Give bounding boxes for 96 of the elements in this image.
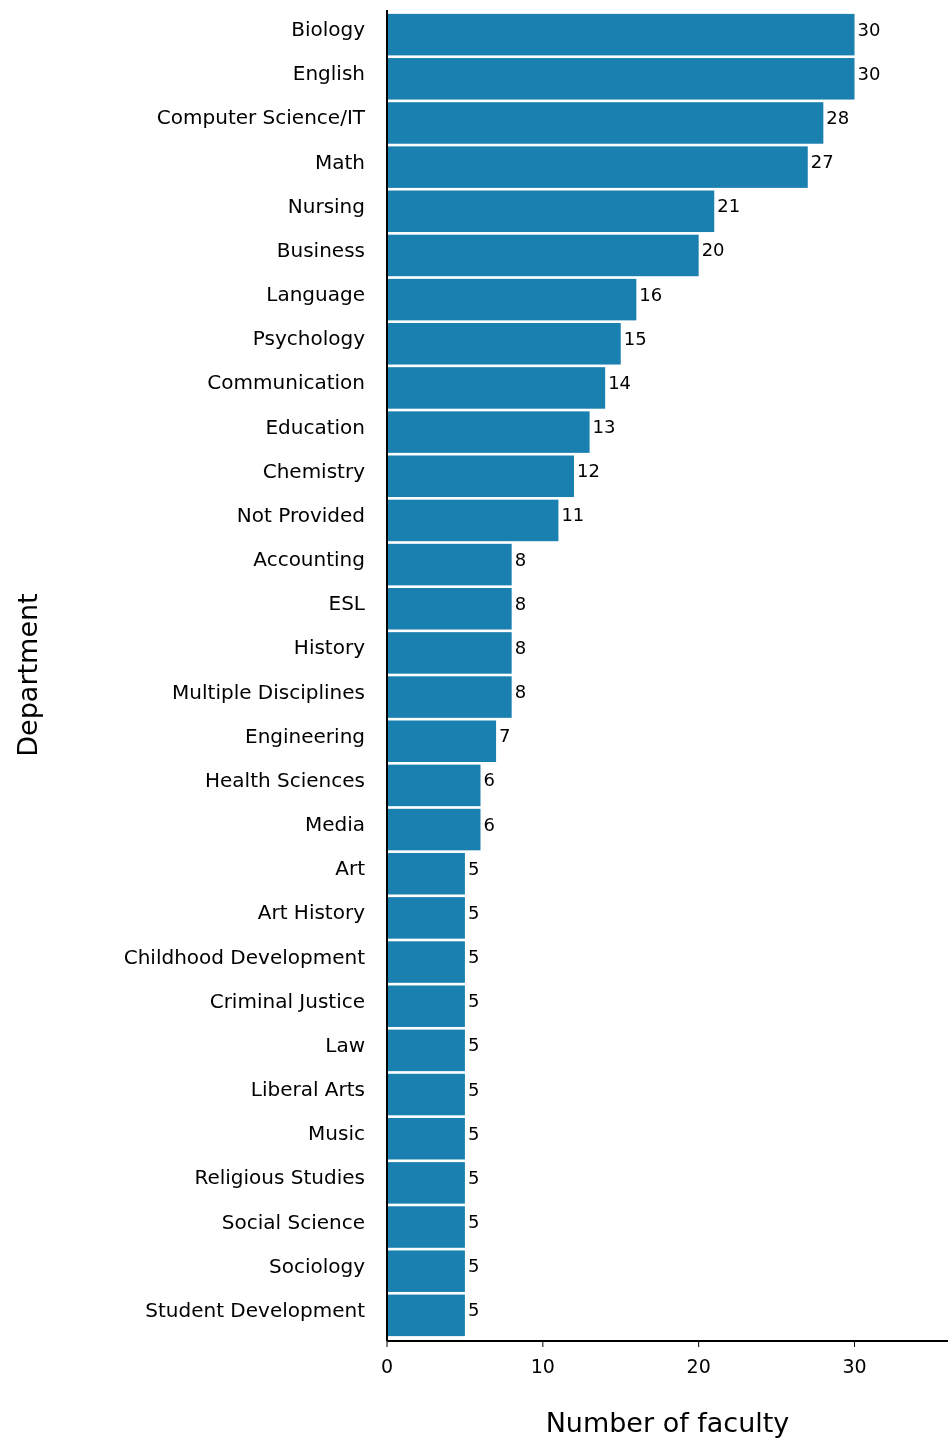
data-label: 14 — [608, 371, 632, 393]
data-label: 6 — [483, 813, 495, 835]
data-label: 5 — [467, 946, 480, 968]
bar — [387, 985, 465, 1027]
x-tick-label: 20 — [686, 1355, 711, 1377]
data-label: 5 — [467, 1034, 480, 1056]
y-tick-label: Student Development — [145, 1297, 366, 1322]
data-label: 15 — [623, 327, 647, 349]
data-label: 5 — [467, 901, 480, 923]
y-tick-label: Childhood Development — [123, 944, 366, 969]
y-tick-label: Communication — [207, 370, 365, 395]
y-tick-label: Accounting — [253, 547, 365, 572]
y-tick-label: Law — [325, 1032, 365, 1057]
data-label: 5 — [467, 990, 480, 1012]
data-label: 5 — [467, 1122, 480, 1144]
y-tick-label: Art History — [257, 900, 366, 925]
data-label: 27 — [810, 151, 834, 173]
data-label: 6 — [483, 769, 495, 791]
y-tick-label: English — [292, 61, 365, 86]
y-tick-label: Art — [335, 856, 366, 881]
bar — [387, 676, 512, 718]
bar — [387, 632, 512, 674]
data-label: 5 — [467, 1211, 480, 1233]
y-tick-label: Health Sciences — [205, 767, 365, 792]
y-axis-title: Department — [12, 593, 43, 757]
y-tick-label: Criminal Justice — [209, 988, 365, 1013]
data-label: 11 — [561, 504, 585, 526]
y-tick-label: Computer Science/IT — [156, 105, 366, 130]
bar — [387, 1029, 465, 1072]
bar — [387, 1206, 465, 1248]
y-tick-label: Nursing — [287, 193, 365, 218]
y-tick-label: History — [293, 635, 366, 660]
bar — [387, 941, 465, 983]
y-tick-label: Education — [265, 414, 365, 439]
data-label: 5 — [467, 857, 480, 879]
bar — [387, 367, 606, 409]
y-tick-label: Sociology — [268, 1253, 366, 1278]
y-tick-label: Engineering — [245, 723, 365, 748]
data-label: 8 — [514, 636, 527, 658]
y-tick-label: Not Provided — [236, 502, 365, 527]
bar — [387, 588, 512, 630]
bar — [387, 234, 699, 277]
bar — [387, 543, 512, 586]
bar — [387, 146, 808, 188]
y-tick-label: Language — [266, 282, 365, 307]
y-tick-label: Biology — [291, 17, 366, 42]
bar — [387, 1162, 465, 1204]
y-tick-label: Business — [276, 237, 365, 262]
data-label: 8 — [514, 681, 527, 703]
data-label: 7 — [499, 725, 511, 747]
data-label: 13 — [592, 416, 616, 438]
y-tick-label: Chemistry — [262, 458, 366, 483]
y-tick-label: Religious Studies — [194, 1165, 365, 1190]
x-tick-label: 10 — [530, 1355, 555, 1377]
bar — [387, 1294, 465, 1337]
y-tick-label: Psychology — [252, 326, 366, 351]
y-tick-label: Math — [314, 149, 365, 174]
bar — [387, 323, 621, 365]
data-label: 5 — [467, 1299, 480, 1321]
bar — [387, 1117, 465, 1160]
bar — [387, 764, 481, 807]
bar — [387, 411, 590, 453]
bar — [387, 13, 855, 56]
data-label: 21 — [717, 195, 741, 217]
bar — [387, 852, 465, 895]
y-tick-label: ESL — [328, 591, 366, 616]
y-tick-label: Social Science — [221, 1209, 365, 1234]
y-tick-label: Liberal Arts — [250, 1077, 365, 1102]
bar — [387, 720, 497, 762]
data-label: 5 — [467, 1078, 480, 1100]
bar — [387, 190, 715, 233]
data-label: 30 — [857, 18, 881, 40]
bar — [387, 278, 637, 321]
bar — [387, 1250, 465, 1292]
data-label: 12 — [577, 460, 600, 482]
y-tick-label: Multiple Disciplines — [172, 679, 365, 704]
data-label: 5 — [467, 1166, 480, 1188]
y-tick-label: Media — [304, 812, 365, 837]
x-tick-label: 0 — [380, 1355, 394, 1377]
data-label: 28 — [826, 106, 850, 128]
data-label: 30 — [857, 62, 881, 84]
bar — [387, 102, 824, 144]
data-label: 8 — [514, 548, 527, 570]
x-axis-title: Number of faculty — [545, 1407, 790, 1438]
bar — [387, 455, 574, 498]
data-label: 8 — [514, 592, 527, 614]
bar — [387, 499, 559, 542]
y-tick-label: Music — [308, 1121, 365, 1146]
bar — [387, 897, 465, 939]
bar — [387, 808, 481, 851]
bar — [387, 58, 855, 100]
data-label: 20 — [701, 239, 725, 261]
bar — [387, 1073, 465, 1116]
data-label: 5 — [467, 1255, 480, 1277]
data-label: 16 — [639, 283, 663, 305]
x-tick-label: 30 — [842, 1355, 867, 1377]
